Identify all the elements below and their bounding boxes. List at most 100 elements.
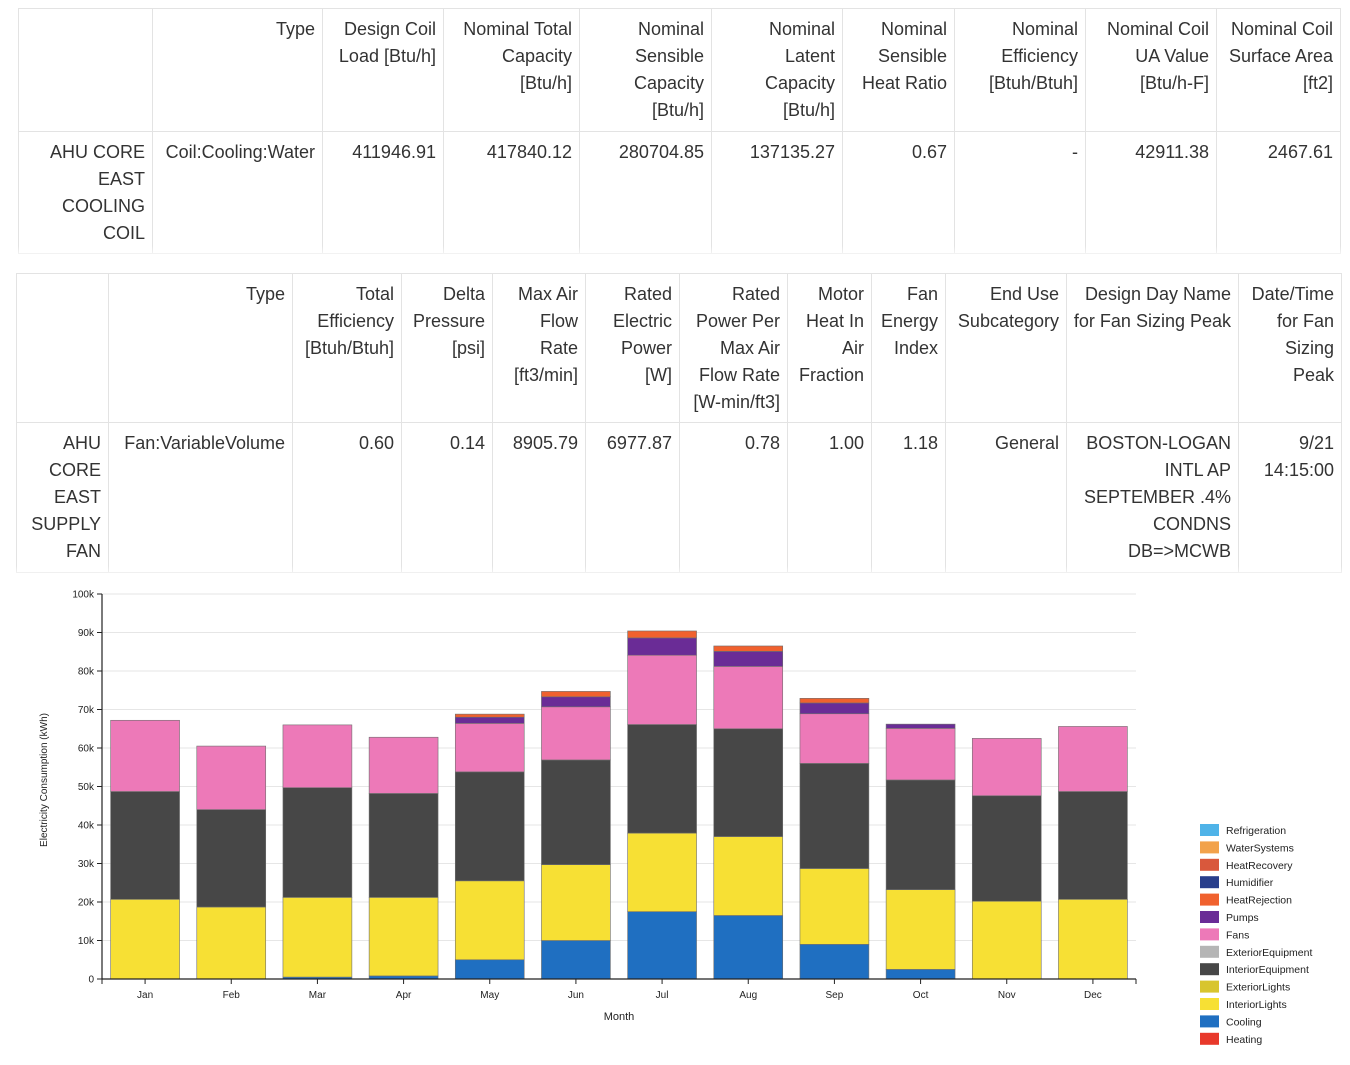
- bar-segment-interiorequipment-jun: [541, 759, 611, 865]
- bar-segment-interiorequipment-sep: [799, 763, 870, 869]
- legend-label: Cooling: [1226, 1016, 1262, 1028]
- legend-label: InteriorEquipment: [1226, 964, 1309, 976]
- bar-segment-pumps-sep: [799, 702, 870, 715]
- bar-segment-pumps-jul: [627, 637, 697, 656]
- coil-type-cell: Coil:Cooling:Water: [152, 131, 323, 254]
- coil-header-row: Type Design Coil Load [Btu/h] Nominal To…: [18, 8, 1341, 132]
- electricity-consumption-chart: 0 10k 20k 30k 40k 50k 60k 70k 80k 90k 100k Jan Feb M…: [39, 590, 1312, 1046]
- coil-header-cell: Nominal Total Capacity [Btu/h]: [443, 8, 580, 132]
- bar-segment-heatrejection-aug: [713, 645, 784, 652]
- legend-swatch-humidifier: [1200, 876, 1219, 889]
- coil-header-cell: Nominal Sensible Heat Ratio: [842, 8, 955, 132]
- bar-segment-interiorequipment-mar: [282, 787, 353, 898]
- coil-header-cell: Design Coil Load [Btu/h]: [322, 8, 444, 132]
- bar-segment-interiorequipment-jan: [110, 791, 180, 900]
- x-tick-label: Sep: [826, 990, 844, 1001]
- legend-label: ExteriorLights: [1226, 982, 1290, 994]
- table-cell: 417840.12: [443, 131, 580, 254]
- legend-swatch-interiorlights: [1200, 998, 1219, 1010]
- table-fade: [10, 566, 1345, 580]
- y-tick-label: 20k: [78, 898, 95, 909]
- chart-legend: Refrigeration WaterSystems HeatRecovery Hum…: [1200, 824, 1312, 1046]
- coil-header-cell: Type: [152, 8, 323, 132]
- bar-segment-heatrejection-sep: [799, 698, 870, 704]
- bar-segment-fans-oct: [885, 728, 956, 781]
- y-tick-label: 30k: [78, 859, 95, 870]
- legend-swatch-exteriorlights: [1200, 980, 1219, 993]
- bar-segment-fans-aug: [713, 666, 784, 730]
- y-tick-label: 40k: [78, 821, 95, 832]
- coil-header-cell: [18, 8, 153, 132]
- fan-header-cell: End Use Subcategory: [945, 273, 1067, 423]
- table-cell: 1.18: [871, 422, 946, 573]
- bar-segment-cooling-oct: [885, 969, 956, 980]
- bar-segment-fans-dec: [1058, 726, 1128, 792]
- legend-swatch-fans: [1200, 928, 1219, 941]
- fan-header-cell: Rated Power Per Max Air Flow Rate [W-min…: [679, 273, 788, 423]
- legend-label: Refrigeration: [1226, 825, 1286, 837]
- legend-label: Pumps: [1226, 912, 1259, 924]
- legend-swatch-interiorequipment: [1200, 963, 1219, 976]
- legend-label: Fans: [1226, 929, 1249, 941]
- bar-segment-interiorlights-feb: [196, 906, 267, 980]
- table-cell: 137135.27: [711, 131, 843, 254]
- x-tick-label: Dec: [1084, 990, 1102, 1001]
- bar-segment-cooling-sep: [799, 944, 870, 980]
- bar-segment-interiorequipment-nov: [971, 795, 1042, 902]
- bar-segment-interiorlights-dec: [1058, 899, 1128, 980]
- legend-swatch-cooling: [1200, 1015, 1219, 1028]
- y-tick-label: 80k: [78, 667, 95, 678]
- bar-segment-heatrejection-jul: [627, 630, 697, 639]
- legend-swatch-heatrecovery: [1200, 858, 1219, 871]
- y-axis-label: Electricity Consumption (kWh): [39, 713, 50, 847]
- bar-segment-fans-may: [454, 723, 525, 773]
- x-tick-label: Feb: [223, 990, 241, 1001]
- bar-segment-pumps-may: [454, 716, 525, 724]
- table-row: AHU CORE EAST COOLING COIL Coil:Cooling:…: [18, 131, 1341, 254]
- coil-header-cell: Nominal Coil UA Value [Btu/h-F]: [1085, 8, 1217, 132]
- y-tick-label: 50k: [78, 782, 95, 793]
- table-cell: General: [945, 422, 1067, 573]
- fan-header-cell: Total Efficiency [Btuh/Btuh]: [292, 273, 402, 423]
- bar-segment-interiorlights-jun: [541, 864, 611, 941]
- table-row: AHU CORE EAST SUPPLY FAN Fan:VariableVol…: [16, 422, 1342, 573]
- bar-segment-interiorlights-jul: [627, 832, 697, 912]
- x-tick-label: Nov: [998, 990, 1016, 1001]
- bar-segment-pumps-aug: [713, 651, 784, 667]
- x-axis-label: Month: [604, 1011, 635, 1023]
- bar-segment-interiorlights-jan: [110, 899, 180, 980]
- bar-segment-interiorlights-apr: [368, 897, 439, 977]
- bar-segment-interiorequipment-jul: [627, 724, 697, 834]
- bar-segment-heatrejection-may: [454, 713, 525, 718]
- y-tick-label: 10k: [78, 936, 95, 947]
- x-tick-label: Aug: [739, 990, 757, 1001]
- table-fade: [10, 246, 1345, 260]
- bar-segment-pumps-oct: [885, 723, 956, 729]
- legend-swatch-heatrejection: [1200, 893, 1219, 906]
- fan-header-cell: Fan Energy Index: [871, 273, 946, 423]
- bar-segment-interiorlights-oct: [885, 889, 956, 970]
- legend-label: HeatRecovery: [1226, 860, 1293, 872]
- legend-swatch-refrigeration: [1200, 824, 1219, 836]
- bar-segment-fans-jun: [541, 706, 611, 761]
- x-tick-label: Apr: [396, 990, 412, 1001]
- table-cell: BOSTON-LOGAN INTL AP SEPTEMBER .4% CONDN…: [1066, 422, 1239, 573]
- bar-segment-cooling-jun: [541, 940, 611, 980]
- bar-segment-fans-sep: [799, 713, 870, 764]
- bar-segment-interiorlights-aug: [713, 836, 784, 916]
- table-cell: 0.67: [842, 131, 955, 254]
- table-cell: 6977.87: [585, 422, 680, 573]
- bar-segment-interiorlights-mar: [282, 897, 353, 978]
- fan-header-cell: Motor Heat In Air Fraction: [787, 273, 872, 423]
- coil-header-cell: Nominal Coil Surface Area [ft2]: [1216, 8, 1341, 132]
- fan-header-cell: Design Day Name for Fan Sizing Peak: [1066, 273, 1239, 423]
- coil-name-cell: AHU CORE EAST COOLING COIL: [18, 131, 153, 254]
- bar-segment-fans-apr: [368, 736, 439, 794]
- table-cell: 0.14: [401, 422, 493, 573]
- y-tick-label: 70k: [78, 705, 95, 716]
- bar-segment-pumps-jun: [541, 696, 611, 708]
- bar-segment-interiorequipment-dec: [1058, 791, 1128, 900]
- fan-type-cell: Fan:VariableVolume: [108, 422, 293, 573]
- y-axis-ticks: 0 10k 20k 30k 40k 50k 60k 70k 80k 90k 100k: [72, 590, 102, 986]
- fan-header-cell: Rated Electric Power [W]: [585, 273, 680, 423]
